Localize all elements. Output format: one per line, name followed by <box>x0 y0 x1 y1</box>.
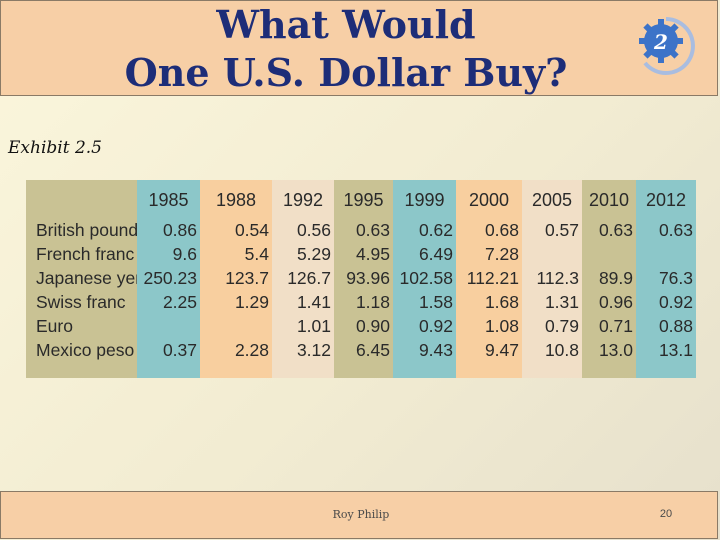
rate-cell: 10.8 <box>544 340 579 360</box>
rate-cell: 13.1 <box>658 340 693 360</box>
year-column-1985: 1985 0.86 9.6 250.23 2.25 0.37 <box>137 180 200 378</box>
rate-cell: 250.23 <box>143 268 197 288</box>
rate-cell: 112.3 <box>536 268 580 288</box>
rate-cell: 0.63 <box>355 220 390 240</box>
rate-cell: 0.90 <box>355 316 390 336</box>
slide-title-line-2: One U.S. Dollar Buy? <box>124 50 568 95</box>
rate-cell: 2.28 <box>234 340 269 360</box>
rate-cell: 123.7 <box>225 268 269 288</box>
currency-label: Euro <box>36 316 73 336</box>
rate-cell: 2.25 <box>162 292 197 312</box>
rate-cell: 1.08 <box>484 316 519 336</box>
rate-cell: 0.54 <box>234 220 269 240</box>
rate-cell: 0.79 <box>544 316 579 336</box>
year-header: 2005 <box>531 190 573 210</box>
rate-cell: 112.21 <box>466 268 519 288</box>
rate-cell <box>200 314 272 338</box>
year-header: 1992 <box>282 190 324 210</box>
rate-cell: 13.0 <box>598 340 633 360</box>
year-header: 1999 <box>404 190 445 210</box>
rate-cell: 0.71 <box>598 316 633 336</box>
year-column-2010: 2010 0.63 89.9 0.96 0.71 13.0 <box>582 180 636 378</box>
rate-cell: 5.4 <box>244 244 269 264</box>
year-header: 1995 <box>343 190 384 210</box>
rate-cell: 0.96 <box>598 292 633 312</box>
year-header: 2012 <box>645 190 687 210</box>
slide-title-line-1: What Would <box>216 2 476 47</box>
rate-cell: 0.57 <box>544 220 579 240</box>
year-column-1992: 1992 0.56 5.29 126.7 1.41 1.01 3.12 <box>272 180 334 378</box>
rate-cell: 1.68 <box>484 292 519 312</box>
rate-cell: 102.58 <box>399 268 453 288</box>
title-bar: What Would One U.S. Dollar Buy? 2 <box>0 0 718 96</box>
currency-label: Mexico peso <box>36 340 135 360</box>
rate-cell: 0.63 <box>658 220 693 240</box>
currency-label: Swiss franc <box>36 292 126 312</box>
rate-cell: 1.41 <box>296 292 331 312</box>
year-header: 1988 <box>215 190 257 210</box>
rate-cell <box>137 314 200 338</box>
rate-cell: 1.31 <box>544 292 579 312</box>
exchange-rate-table: British pound French franc Japanese yen Swi… <box>26 180 696 378</box>
rate-cell: 9.43 <box>418 340 453 360</box>
rate-cell: 93.96 <box>346 268 390 288</box>
rate-cell <box>522 242 582 266</box>
rate-cell: 4.95 <box>355 244 390 264</box>
rate-cell: 0.88 <box>658 316 693 336</box>
rate-cell <box>636 242 696 266</box>
rate-cell: 0.68 <box>484 220 519 240</box>
rate-cell: 0.86 <box>162 220 197 240</box>
gear-icon <box>639 17 695 75</box>
rate-cell: 1.58 <box>418 292 453 312</box>
currency-label: Japanese yen <box>36 268 145 288</box>
currency-label: British pound <box>36 220 139 240</box>
year-header: 2000 <box>468 190 510 210</box>
exhibit-label: Exhibit 2.5 <box>8 138 102 158</box>
rate-cell: 0.63 <box>598 220 633 240</box>
rate-cell: 1.01 <box>296 316 331 336</box>
rate-cell: 6.45 <box>355 340 390 360</box>
year-column-2000: 2000 0.68 7.28 112.21 1.68 1.08 9.47 <box>456 180 522 378</box>
rate-cell: 0.92 <box>418 316 453 336</box>
rate-cell: 0.62 <box>418 220 453 240</box>
rate-cell: 1.18 <box>355 292 390 312</box>
rate-cell: 126.7 <box>287 268 331 288</box>
rate-cell: 89.9 <box>598 268 633 288</box>
year-column-1999: 1999 0.62 6.49 102.58 1.58 0.92 9.43 <box>393 180 456 378</box>
rate-cell: 76.3 <box>658 268 693 288</box>
year-header: 1985 <box>148 190 189 210</box>
rate-cell: 0.56 <box>296 220 331 240</box>
rate-cell: 0.37 <box>162 340 197 360</box>
page-number: 20 <box>659 508 673 520</box>
rate-cell: 3.12 <box>296 340 331 360</box>
rate-cell: 0.92 <box>658 292 693 312</box>
year-header: 2010 <box>588 190 630 210</box>
rate-cell: 9.47 <box>484 340 519 360</box>
rate-cell <box>582 242 636 266</box>
currency-label: French franc <box>36 244 135 264</box>
year-column-1995: 1995 0.63 4.95 93.96 1.18 0.90 6.45 <box>334 180 393 378</box>
currency-column: British pound French franc Japanese yen Swi… <box>26 180 145 378</box>
rate-cell: 6.49 <box>418 244 453 264</box>
year-column-2012: 2012 0.63 76.3 0.92 0.88 13.1 <box>636 180 696 378</box>
rate-cell: 1.29 <box>234 292 269 312</box>
year-column-1988: 1988 0.54 5.4 123.7 1.29 2.28 <box>200 180 272 378</box>
rate-cell: 5.29 <box>296 244 331 264</box>
rate-cell: 9.6 <box>172 244 197 264</box>
footer-author: Roy Philip <box>332 508 390 521</box>
chapter-number: 2 <box>654 30 668 54</box>
year-column-2005: 2005 0.57 112.3 1.31 0.79 10.8 <box>522 180 582 378</box>
footer-bar: Roy Philip 20 <box>0 491 718 539</box>
chapter-badge: 2 <box>635 15 697 77</box>
rate-cell: 7.28 <box>484 244 519 264</box>
